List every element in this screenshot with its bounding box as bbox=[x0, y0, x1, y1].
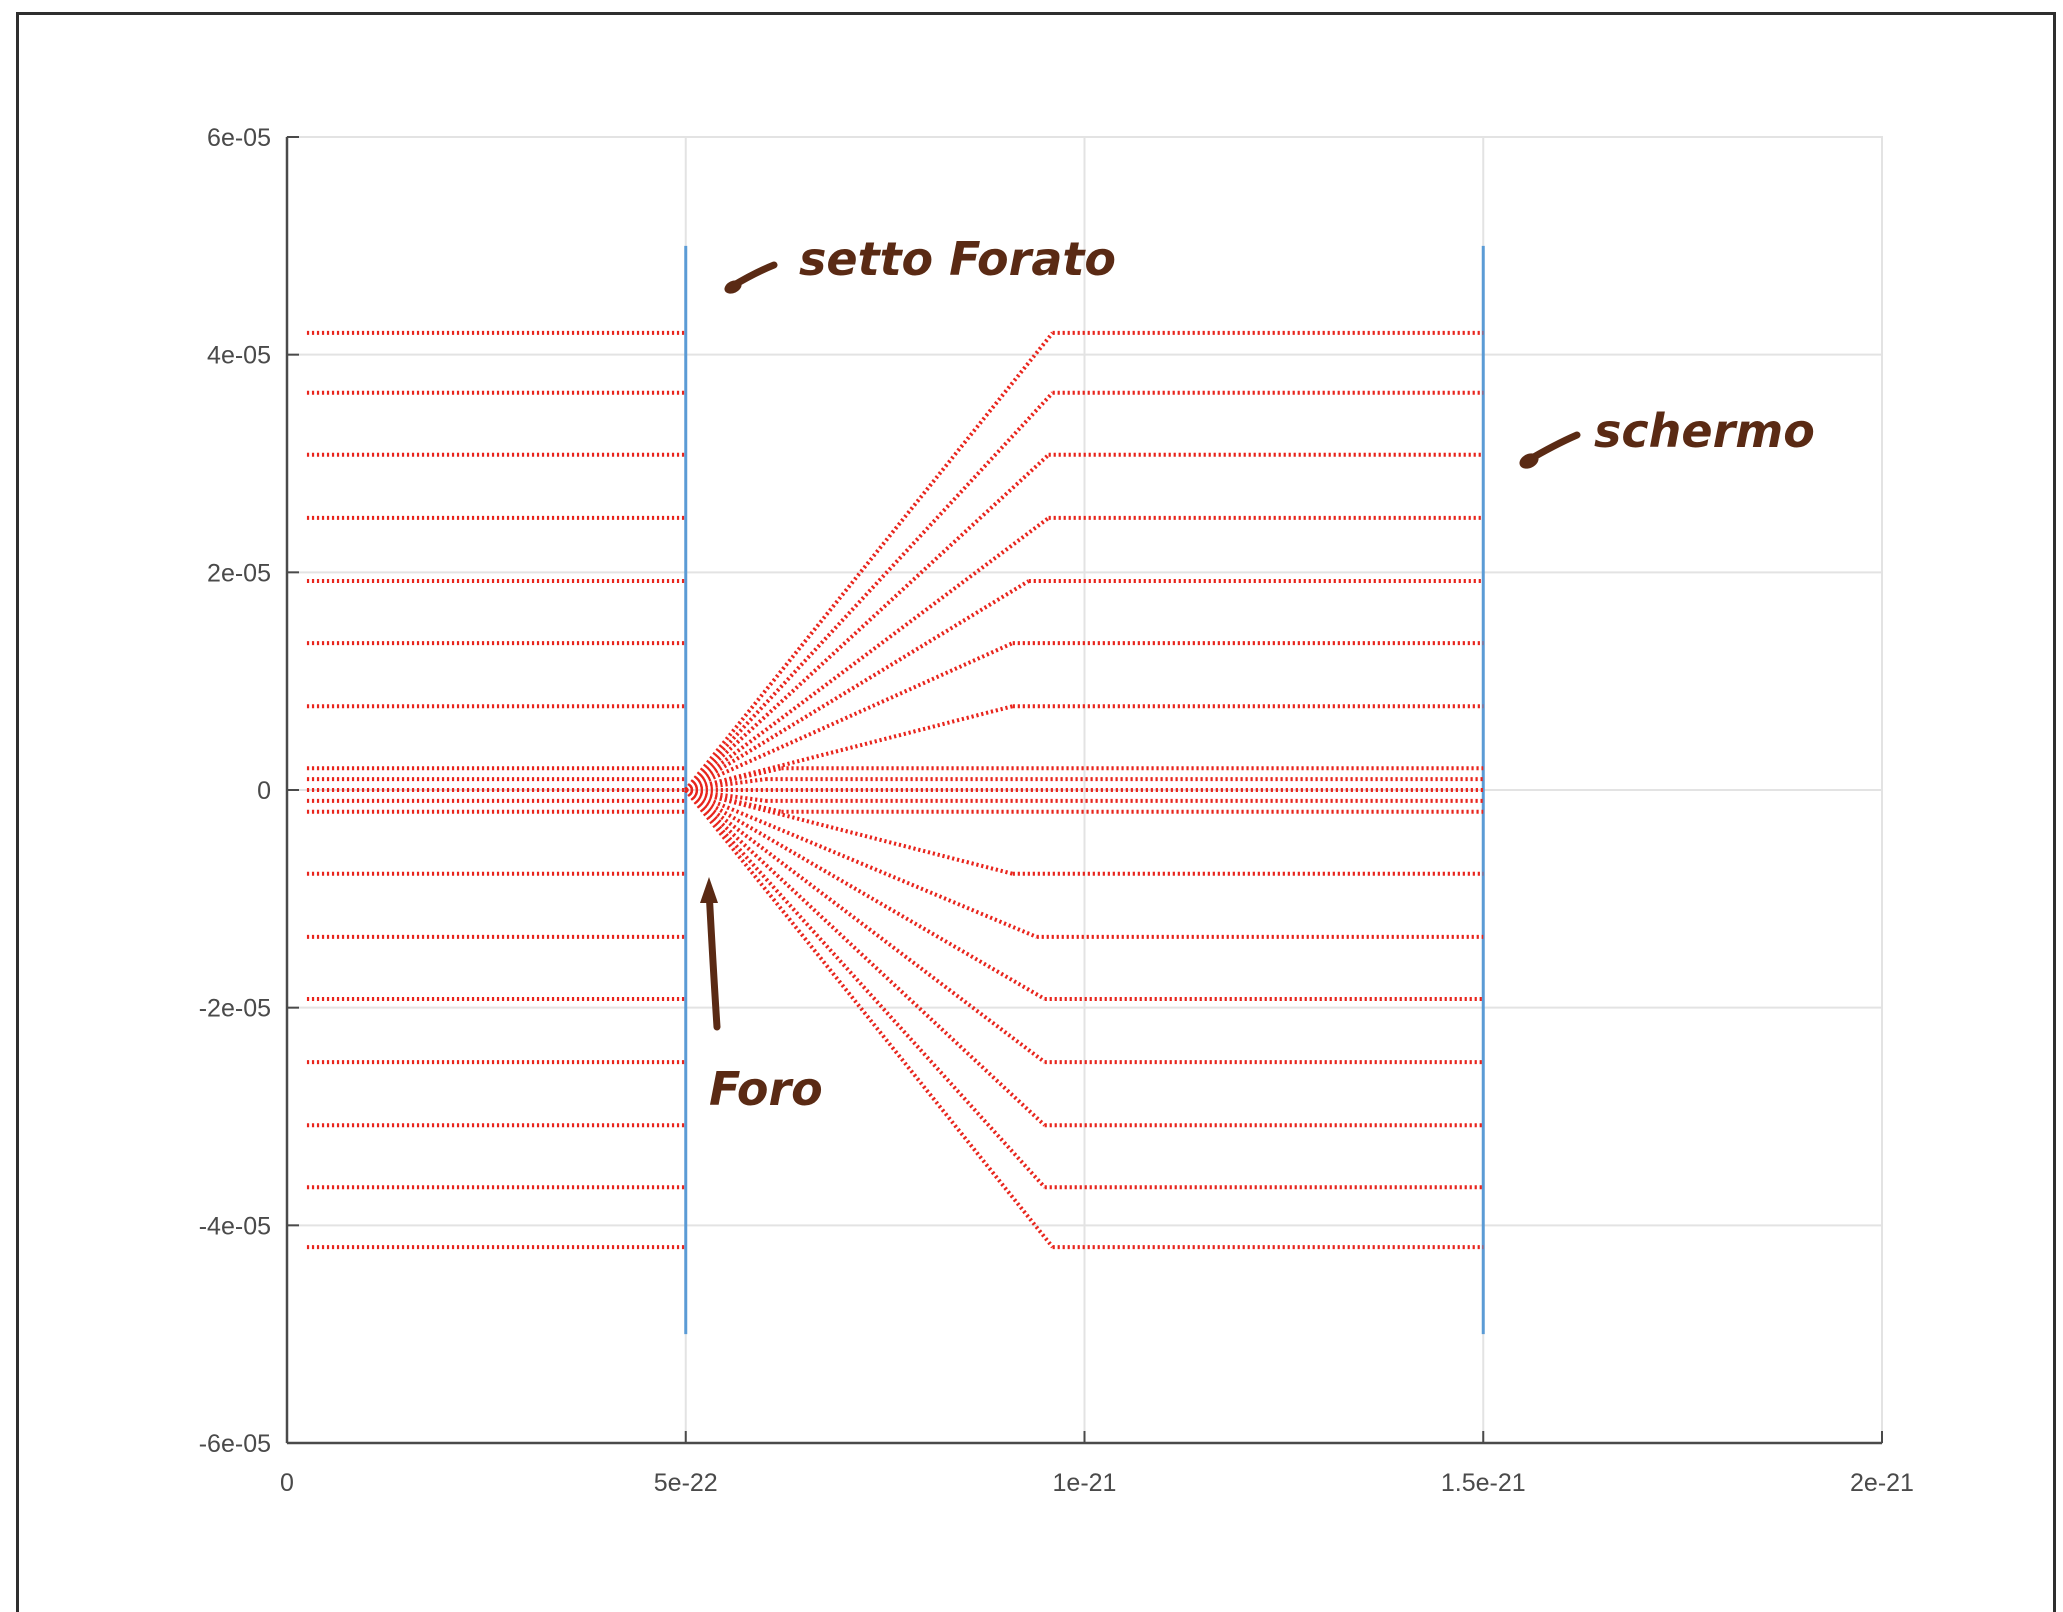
annotation-arrow-foro bbox=[705, 886, 721, 1031]
ray-fan-segment bbox=[684, 788, 1047, 1189]
ray-fan-segment bbox=[684, 788, 1046, 1064]
x-tick-label: 5e-22 bbox=[654, 1469, 718, 1497]
ray-trace bbox=[306, 777, 1484, 792]
ray-trace bbox=[306, 788, 1484, 1065]
annotation-arrowhead-setto-forato bbox=[724, 280, 742, 294]
ray-fan-segment bbox=[684, 391, 1055, 792]
y-tick-label: -6e-05 bbox=[199, 1430, 271, 1458]
ray-trace bbox=[306, 641, 1484, 792]
ray-trace bbox=[306, 452, 1484, 792]
ray-trace bbox=[306, 788, 1484, 1128]
ray-fan-segment bbox=[685, 788, 1014, 876]
ray-fan-segment bbox=[685, 777, 766, 792]
ray-trace bbox=[306, 788, 1484, 1190]
ray-trace bbox=[306, 390, 1484, 792]
ray-trace bbox=[306, 788, 1484, 1001]
y-tick-label: 0 bbox=[257, 777, 271, 805]
annotations: setto Forato schermo Foro bbox=[700, 232, 1815, 1116]
y-tick-label: 2e-05 bbox=[207, 559, 271, 587]
ray-traces bbox=[306, 330, 1484, 1250]
x-tick-label: 0 bbox=[280, 1469, 294, 1497]
ray-trace bbox=[306, 579, 1484, 792]
figure-frame: 0 5e-22 1e-21 1.5e-21 2e-21 6e-05 4e-05 2e-05 0-… bbox=[16, 12, 2056, 1612]
annotation-foro: Foro bbox=[709, 1062, 823, 1116]
annotation-schermo: schermo bbox=[1594, 404, 1815, 458]
axes bbox=[285, 136, 1883, 1445]
x-tick-label: 1.5e-21 bbox=[1441, 1469, 1526, 1497]
annotation-arrowhead-schermo bbox=[1519, 453, 1539, 469]
ray-fan-segment bbox=[684, 453, 1050, 792]
y-tick-label: 4e-05 bbox=[207, 342, 271, 370]
chart: 0 5e-22 1e-21 1.5e-21 2e-216e-054e-052e-050-… bbox=[199, 124, 1914, 1497]
annotation-arrowhead-foro bbox=[700, 877, 718, 903]
ray-fan-segment bbox=[684, 788, 1046, 1127]
y-tick-label: -2e-05 bbox=[199, 995, 271, 1023]
ray-fan-segment bbox=[684, 788, 1055, 1249]
annotation-setto-forato: setto Forato bbox=[799, 232, 1116, 286]
ray-fan-segment bbox=[684, 516, 1050, 792]
ray-trace bbox=[306, 788, 1484, 876]
ray-trace bbox=[306, 788, 1484, 803]
ray-trace bbox=[306, 788, 1484, 1250]
x-tick-label: 1e-21 bbox=[1053, 1469, 1117, 1497]
ray-fan-segment bbox=[684, 788, 1046, 1001]
ray-trace bbox=[306, 330, 1484, 792]
ray-fan-segment bbox=[684, 579, 1030, 792]
tick-labels: 0 5e-22 1e-21 1.5e-21 2e-216e-054e-052e-050-… bbox=[199, 124, 1914, 1497]
ray-fan-segment bbox=[684, 331, 1055, 792]
x-tick-label: 2e-21 bbox=[1850, 1469, 1914, 1497]
y-tick-label: 6e-05 bbox=[207, 124, 271, 152]
ray-trace bbox=[306, 515, 1484, 792]
y-tick-label: -4e-05 bbox=[199, 1212, 271, 1240]
ray-fan-segment bbox=[685, 788, 766, 803]
ray-trace bbox=[306, 788, 1484, 939]
ray-fan-segment bbox=[684, 788, 1038, 939]
